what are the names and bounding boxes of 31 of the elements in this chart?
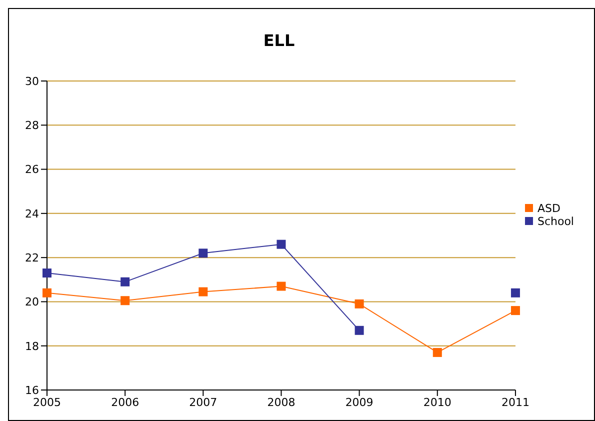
point [276,282,286,291]
point [432,348,442,357]
x-tick-label: 2008 [267,396,296,409]
x-tick-label: 2007 [189,396,218,409]
point [510,288,520,298]
y-tick-label: 26 [25,163,39,176]
point [120,277,130,286]
x-tick-label: 2006 [111,396,140,409]
x-tick-label: 2009 [345,396,374,409]
x-tick-label: 2010 [423,396,452,409]
legend-label: School [537,214,574,228]
point [354,299,364,308]
point [42,288,52,298]
point [120,296,130,306]
point [276,240,286,249]
point [510,306,520,316]
y-tick-label: 30 [25,74,39,88]
x-tick-label: 2005 [33,396,61,409]
y-tick-label: 20 [25,296,39,309]
y-tick-label: 24 [25,207,39,220]
y-tick-label: 22 [25,251,39,264]
point [42,268,52,278]
legend-label: ASD [537,202,560,214]
x-tick-label: 2011 [501,396,530,409]
y-tick-label: 28 [25,119,39,132]
y-tick-label: 16 [25,384,39,397]
point [198,287,208,296]
y-tick-label: 18 [25,340,39,353]
point [198,248,208,258]
point [354,326,364,335]
chart-title: ELL [262,31,296,50]
